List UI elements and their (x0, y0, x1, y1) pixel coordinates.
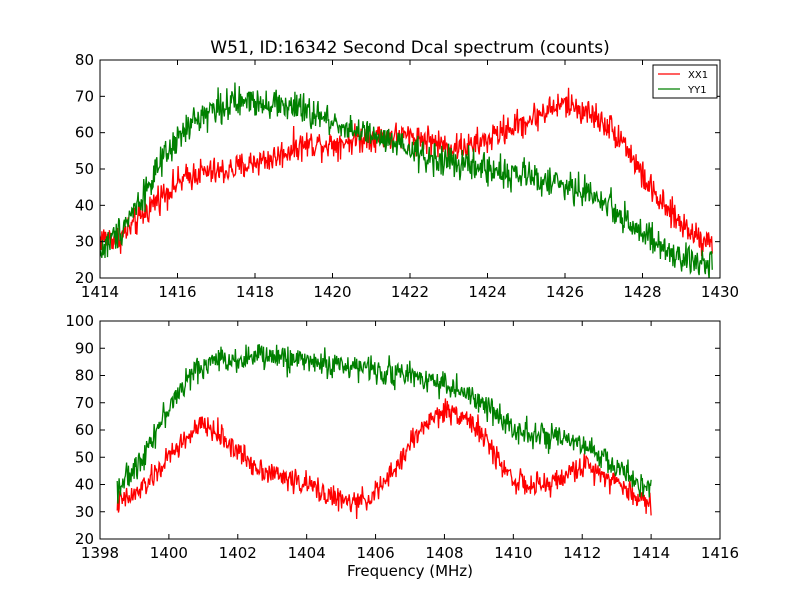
x-tick-label: 1414 (632, 544, 670, 562)
y-tick-label: 30 (75, 503, 94, 521)
y-tick-label: 80 (75, 367, 94, 385)
x-tick-label: 1404 (288, 544, 326, 562)
x-axis-label: Frequency (MHz) (347, 562, 473, 580)
plot-panel-2: 1398 1400 1402 1404 1406 1408 1410 1412 1414 1416… (65, 312, 739, 580)
x-tick-label: 1430 (701, 283, 739, 301)
series-line-xx1-panel2 (116, 398, 652, 520)
y-tick-label: 80 (75, 51, 94, 69)
y-tick-label: 50 (75, 448, 94, 466)
legend-label-yy1: YY1 (687, 85, 707, 96)
y-tick-label: 100 (65, 312, 94, 330)
y-tick-label: 40 (75, 196, 94, 214)
y-tick-label: 20 (75, 269, 94, 287)
x-tick-label: 1420 (313, 283, 351, 301)
series-line-yy1-panel1 (100, 82, 713, 278)
y-tick-label: 30 (75, 233, 94, 251)
x-tick-label: 1408 (425, 544, 463, 562)
chart-title: W51, ID:16342 Second Dcal spectrum (coun… (210, 38, 609, 58)
x-tick-label: 1400 (150, 544, 188, 562)
series-line-xx1-panel1 (100, 87, 713, 257)
x-tick-label: 1402 (219, 544, 257, 562)
x-tick-label: 1410 (494, 544, 532, 562)
x-tick-label: 1398 (81, 544, 119, 562)
y-tick-label: 40 (75, 476, 94, 494)
x-tick-label: 1416 (158, 283, 196, 301)
x-tick-label: 1426 (546, 283, 584, 301)
x-tick-label: 1414 (81, 283, 119, 301)
y-tick-label: 60 (75, 421, 94, 439)
plot-panel-1: 1414 1416 1418 1420 1422 1424 1426 1428 1430 20 30… (75, 51, 739, 301)
y-tick-label: 90 (75, 339, 94, 357)
x-tick-label: 1424 (468, 283, 506, 301)
y-tick-label: 70 (75, 394, 94, 412)
x-tick-label: 1418 (236, 283, 274, 301)
legend-label-xx1: XX1 (688, 70, 708, 81)
x-tick-label: 1422 (391, 283, 429, 301)
series-line-yy1-panel2 (116, 344, 652, 504)
plots-container: 1414 1416 1418 1420 1422 1424 1426 1428 1430 20 30… (65, 51, 739, 580)
x-tick-label: 1428 (623, 283, 661, 301)
x-tick-label: 1416 (701, 544, 739, 562)
y-tick-label: 70 (75, 87, 94, 105)
legend-box (652, 64, 718, 99)
x-tick-label: 1406 (356, 544, 394, 562)
y-tick-label: 50 (75, 160, 94, 178)
y-tick-label: 20 (75, 530, 94, 548)
y-tick-label: 60 (75, 124, 94, 142)
x-tick-label: 1412 (563, 544, 601, 562)
